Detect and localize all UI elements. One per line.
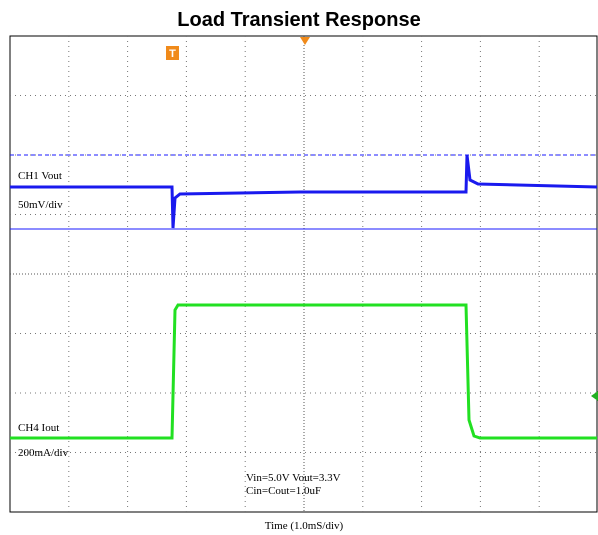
grid <box>10 36 597 512</box>
ch1-label: CH1 Vout <box>18 170 62 182</box>
trigger-label: T <box>169 48 176 60</box>
ch4-marker <box>591 391 598 401</box>
ch4-scale: 200mA/div <box>18 447 69 459</box>
trigger-position <box>300 37 310 45</box>
condition: Vin=5.0V Vout=3.3V <box>246 472 341 484</box>
condition: Cin=Cout=1.0uF <box>246 485 321 497</box>
x-axis-label: Time (1.0mS/div) <box>265 520 344 532</box>
ch1-trace <box>10 154 598 229</box>
ch4-label: CH4 Iout <box>18 422 59 434</box>
ch1-scale: 50mV/div <box>18 199 63 211</box>
title: Load Transient Response <box>177 9 420 31</box>
trigger-icon <box>166 46 179 60</box>
ch4-trace <box>10 303 597 440</box>
